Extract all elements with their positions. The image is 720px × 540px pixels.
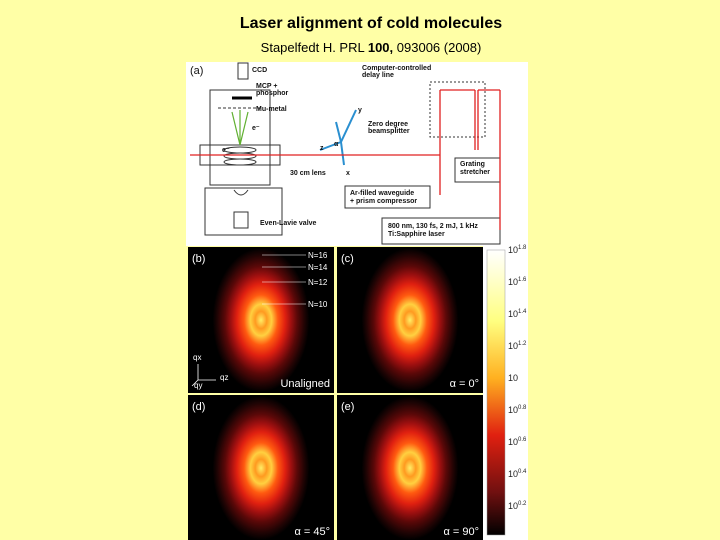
citation-author: Stapelfedt H. PRL: [261, 40, 368, 55]
colorbar-label: 101.6: [508, 277, 527, 287]
diagram-label: Grating: [460, 161, 485, 168]
colorbar-label: 100.6: [508, 437, 527, 447]
axis-label: y: [358, 107, 362, 114]
q-axis-label: qz: [220, 373, 228, 382]
image-panel-label: (b): [192, 253, 205, 265]
axis-label: α: [334, 141, 339, 148]
diagram-label: Mu-metal: [256, 106, 287, 113]
colorbar-label: 101.4: [508, 309, 527, 319]
colorbar-base: 10: [508, 245, 518, 255]
diagram-label: Computer-controlled: [362, 65, 431, 72]
colorbar-exp: 0.8: [518, 405, 527, 411]
diffraction-image: [199, 248, 323, 392]
q-axis-label: qy: [194, 381, 202, 390]
ring-label: N=16: [308, 251, 328, 260]
axis-label: z: [320, 145, 324, 152]
diagram-drawing: [199, 62, 501, 245]
citation: Stapelfedt H. PRL 100, 093006 (2008): [261, 40, 482, 55]
diagram-label: Even-Lavie valve: [260, 220, 317, 227]
colorbar-base: 10: [508, 373, 518, 383]
colorbar-exp: 0.2: [518, 501, 527, 507]
image-caption: Unaligned: [280, 378, 330, 390]
colorbar-base: 10: [508, 309, 518, 319]
diffraction-image: [348, 248, 472, 392]
diagram-label: Ti:Sapphire laser: [388, 231, 445, 238]
image-panel-label: (c): [341, 253, 354, 265]
diagram-panel: [186, 62, 528, 246]
ring-label: N=14: [308, 263, 328, 272]
diagram-label: delay line: [362, 72, 394, 79]
diagram-label: 30 cm lens: [290, 170, 326, 177]
colorbar-base: 10: [508, 437, 518, 447]
image-caption: α = 90°: [443, 526, 479, 538]
diagram-label: CCD: [252, 67, 267, 74]
diagram-label: MCP +: [256, 83, 277, 90]
electron-paths: [231, 110, 249, 146]
image-panel-label: (d): [192, 401, 205, 413]
citation-rest: 093006 (2008): [393, 40, 481, 55]
ring-label: N=12: [308, 278, 328, 287]
colorbar-exp: 0.4: [518, 469, 527, 475]
axis-label: x: [346, 170, 350, 177]
colorbar-exp: 0.6: [518, 437, 527, 443]
colorbar-base: 10: [508, 341, 518, 351]
diagram-label: Zero degree: [368, 121, 408, 128]
colorbar-base: 10: [508, 405, 518, 415]
panel-label: (a): [190, 65, 203, 77]
diffraction-image: [348, 396, 472, 540]
axis-label: e⁻: [222, 147, 230, 154]
q-axes: [191, 364, 216, 387]
colorbar-label: 100.2: [508, 501, 527, 511]
colorbar-base: 10: [508, 277, 518, 287]
colorbar-label: 100.4: [508, 469, 527, 479]
colorbar-exp: 1.6: [518, 277, 527, 283]
axis-label: e⁻: [252, 125, 260, 132]
colorbar-exp: 1.8: [518, 245, 527, 251]
ring-label: N=10: [308, 300, 328, 309]
colorbar-exp: 1.4: [518, 309, 527, 315]
image-panel-label: (e): [341, 401, 354, 413]
image-caption: α = 0°: [450, 378, 479, 390]
image-caption: α = 45°: [294, 526, 330, 538]
diagram-label: stretcher: [460, 169, 490, 176]
diffraction-image: [199, 396, 323, 540]
diagram-label: beamsplitter: [368, 128, 410, 135]
diagram-label: 800 nm, 130 fs, 2 mJ, 1 kHz: [388, 223, 478, 230]
title: Laser alignment of cold molecules: [240, 15, 502, 32]
colorbar-base: 10: [508, 501, 518, 511]
diagram-label: phosphor: [256, 90, 289, 97]
q-axis-label: qx: [193, 353, 201, 362]
colorbar-label: 10: [508, 373, 518, 383]
citation-volume: 100,: [368, 40, 393, 55]
colorbar-label: 100.8: [508, 405, 527, 415]
colorbar-exp: 1.2: [518, 341, 527, 347]
colorbar-base: 10: [508, 469, 518, 479]
colorbar-label: 101.2: [508, 341, 527, 351]
laser-path: [190, 89, 501, 230]
colorbar: [486, 249, 506, 536]
diagram-label: + prism compressor: [350, 198, 417, 205]
diagram-label: Ar-filled waveguide: [350, 190, 414, 197]
colorbar-label: 101.8: [508, 245, 527, 255]
